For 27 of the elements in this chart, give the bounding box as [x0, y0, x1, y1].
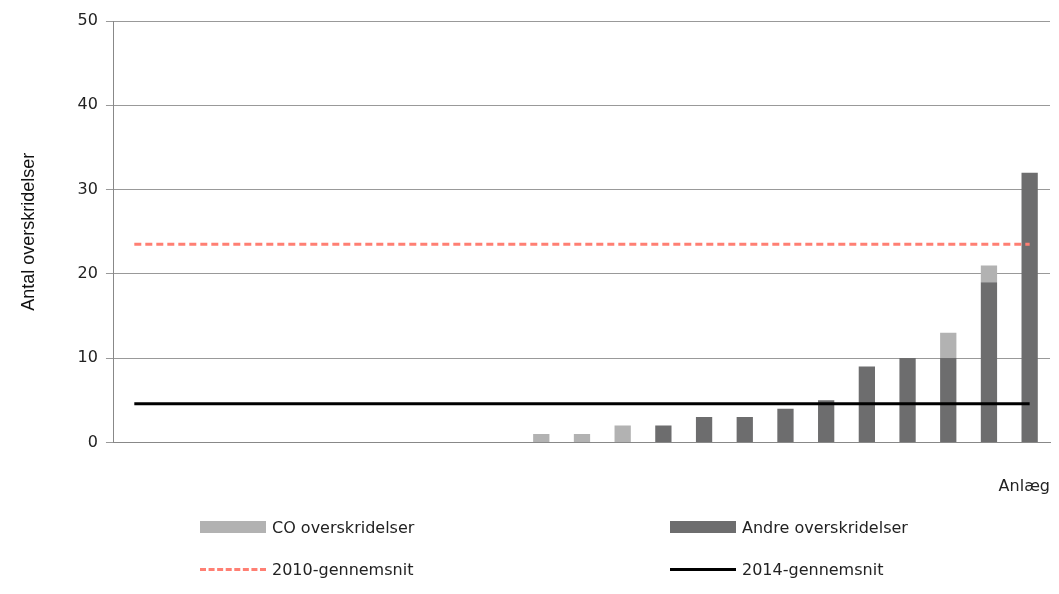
bar — [940, 332, 957, 359]
bar — [1021, 172, 1038, 442]
y-tick-label: 50 — [77, 10, 98, 30]
bar — [533, 433, 550, 442]
y-tick-label: 0 — [87, 431, 98, 451]
x-axis-title: Anlæg — [998, 475, 1050, 495]
bar — [818, 400, 835, 442]
bar — [614, 425, 631, 442]
y-axis-title: Antal overskridelser — [17, 152, 38, 311]
bar — [695, 417, 713, 442]
y-tick-label: 20 — [77, 263, 98, 282]
bar — [899, 358, 916, 442]
bar — [777, 408, 794, 442]
y-tick-label: 10 — [77, 347, 98, 367]
bar — [736, 417, 753, 442]
bar — [573, 433, 591, 442]
y-tick-label: 30 — [77, 178, 98, 198]
bar — [980, 265, 998, 283]
legend-label: Andre overskridelser — [742, 517, 908, 537]
bar — [980, 282, 998, 442]
bar — [655, 425, 672, 442]
y-tick-label: 40 — [77, 94, 98, 114]
bar — [940, 358, 957, 442]
legend-label: 2014-gennemsnit — [742, 559, 884, 579]
legend-label: CO overskridelser — [272, 517, 415, 537]
bar — [858, 366, 875, 442]
legend-label: 2010-gennemsnit — [272, 559, 414, 579]
